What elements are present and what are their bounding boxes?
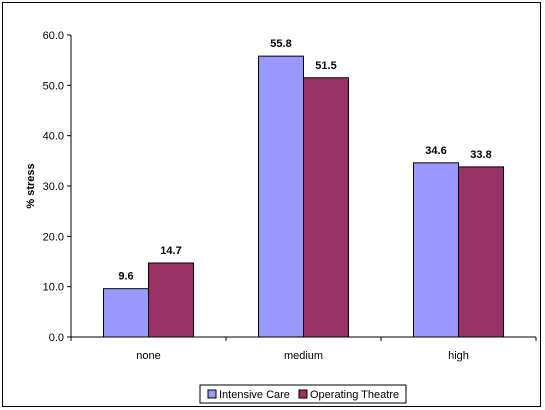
bar-intensive-care-high [413,162,459,338]
x-tick-label-medium: medium [284,350,323,362]
bar-operating-theatre-medium [303,77,349,338]
bar-intensive-care-none [103,288,149,338]
data-label-operating-theatre-high: 33.8 [470,149,491,161]
y-tick-label: 30.0 [43,181,64,193]
y-tick-label: 10.0 [43,282,64,294]
y-axis-title: % stress [25,163,37,208]
legend-label-intensive-care: Intensive Care [219,389,290,401]
legend: Intensive Care Operating Theatre [199,384,407,404]
legend-swatch-intensive-care [207,389,217,399]
y-tick-label: 60.0 [43,30,64,42]
legend-swatch-operating-theatre [298,389,308,399]
bars [103,55,504,338]
y-ticks: 0.0 10.0 20.0 30.0 40.0 50.0 60.0 [43,30,71,344]
x-tick-label-high: high [448,350,469,362]
y-tick-label: 50.0 [43,80,64,92]
data-label-intensive-care-none: 9.6 [118,271,133,283]
bar-operating-theatre-none [148,262,194,338]
legend-label-operating-theatre: Operating Theatre [310,389,399,401]
data-label-operating-theatre-none: 14.7 [160,245,181,257]
bar-intensive-care-medium [258,55,304,338]
bar-operating-theatre-high [458,166,504,338]
data-label-intensive-care-medium: 55.8 [270,38,291,50]
y-tick-label: 0.0 [49,332,64,344]
y-tick-label: 40.0 [43,131,64,143]
x-tick-label-none: none [136,350,160,362]
data-label-intensive-care-high: 34.6 [425,145,446,157]
y-tick-label: 20.0 [43,231,64,243]
x-ticks: none medium high [70,337,537,362]
data-label-operating-theatre-medium: 51.5 [315,60,336,72]
data-labels: 9.6 14.7 55.8 51.5 34.6 33.8 [118,38,491,283]
